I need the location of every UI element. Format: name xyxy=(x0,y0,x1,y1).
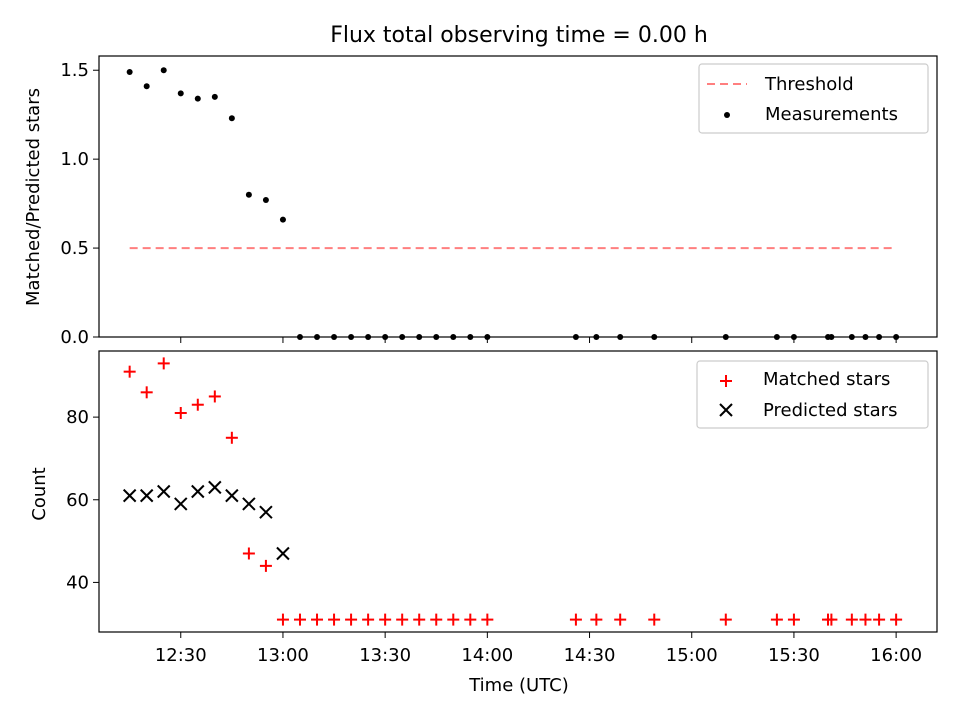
x-tick-label: 15:30 xyxy=(768,645,820,666)
matched-star-point xyxy=(569,613,582,626)
legend-predicted-swatch xyxy=(719,403,733,417)
measurement-point xyxy=(194,95,201,102)
matched-star-point xyxy=(157,357,170,370)
matched-star-point xyxy=(242,547,255,560)
matched-star-point xyxy=(208,390,221,403)
predicted-star-point xyxy=(191,484,205,499)
x-tick-label: 14:00 xyxy=(461,645,513,666)
chart-title: Flux total observing time = 0.00 h xyxy=(330,23,708,48)
top-panel: 0.0 0.5 1.0 1.5 Matched/Predicted stars Thr… xyxy=(23,55,938,348)
matched-star-point xyxy=(590,613,603,626)
matched-star-point xyxy=(225,431,238,444)
matched-star-point xyxy=(614,613,627,626)
matched-star-point xyxy=(311,613,324,626)
predicted-star-point xyxy=(208,480,222,495)
matched-star-point xyxy=(328,613,341,626)
x-tick-label: 12:30 xyxy=(155,645,207,666)
predicted-star-point xyxy=(157,484,171,499)
measurement-point xyxy=(279,216,286,223)
measurement-point xyxy=(177,90,184,97)
matched-star-point xyxy=(890,613,903,626)
bottom-panel: 40 60 80 12:30 13:00 13:30 14:00 14:30 15:00 15:3… xyxy=(29,350,938,696)
matched-star-point xyxy=(845,613,858,626)
legend-threshold-label: Threshold xyxy=(764,74,854,95)
top-axes-frame xyxy=(98,55,938,338)
measurement-point xyxy=(228,115,235,122)
matched-star-point xyxy=(276,613,289,626)
top-y-axis-label: Matched/Predicted stars xyxy=(23,88,44,306)
predicted-star-point xyxy=(122,488,137,503)
matched-star-point xyxy=(464,613,477,626)
matched-star-point xyxy=(413,613,426,626)
bottom-y-tick-label: 80 xyxy=(66,407,89,428)
x-tick-label: 13:30 xyxy=(359,645,411,666)
bottom-y-tick-label: 40 xyxy=(66,572,89,593)
measurement-point xyxy=(160,67,167,74)
predicted-star-point xyxy=(174,497,188,511)
matched-star-point xyxy=(396,613,409,626)
top-y-tick-label: 0.5 xyxy=(60,238,89,259)
matched-star-point xyxy=(174,406,187,419)
matched-star-point xyxy=(787,613,800,626)
top-y-tick-label: 1.5 xyxy=(60,60,89,81)
matched-star-point xyxy=(379,613,392,626)
x-tick-label: 14:30 xyxy=(564,645,616,666)
x-axis-label: Time (UTC) xyxy=(468,675,569,696)
bottom-y-tick-label: 60 xyxy=(66,490,89,511)
legend-measurements-swatch xyxy=(724,112,730,118)
predicted-star-point xyxy=(139,488,154,503)
legend-predicted-label: Predicted stars xyxy=(763,400,897,421)
matched-star-point xyxy=(770,613,783,626)
matched-star-point xyxy=(362,613,375,626)
legend-matched-swatch xyxy=(720,375,732,387)
legend-measurements-label: Measurements xyxy=(765,104,898,125)
matched-star-point xyxy=(859,613,872,626)
top-legend: Threshold Measurements xyxy=(698,63,929,134)
top-y-tick-label: 1.0 xyxy=(60,149,89,170)
matched-star-point xyxy=(873,613,886,626)
matched-star-point xyxy=(140,386,153,399)
matched-star-point xyxy=(430,613,443,626)
predicted-star-point xyxy=(242,497,256,511)
measurement-point xyxy=(211,93,218,100)
measurement-point xyxy=(262,197,269,204)
matched-star-point xyxy=(481,613,494,626)
x-tick-label: 13:00 xyxy=(257,645,309,666)
measurement-point xyxy=(245,191,252,198)
matched-star-point xyxy=(825,613,838,626)
legend-matched-label: Matched stars xyxy=(763,369,890,390)
measurement-point xyxy=(126,69,133,76)
measurement-point xyxy=(143,83,150,90)
matched-star-point xyxy=(648,613,661,626)
x-tick-label: 15:00 xyxy=(666,645,718,666)
predicted-star-point xyxy=(225,488,239,503)
matched-star-point xyxy=(259,559,272,572)
x-tick-label: 16:00 xyxy=(870,645,922,666)
predicted-star-point xyxy=(259,505,273,519)
predicted-star-point xyxy=(276,546,290,561)
bottom-y-axis-label: Count xyxy=(29,467,50,520)
bottom-legend: Matched stars Predicted stars xyxy=(696,360,929,429)
matched-star-point xyxy=(191,398,204,411)
matched-star-point xyxy=(345,613,358,626)
matched-star-point xyxy=(719,613,732,626)
matched-star-point xyxy=(447,613,460,626)
top-y-tick-label: 0.0 xyxy=(60,327,89,348)
bottom-axes-frame xyxy=(98,350,938,633)
matched-star-point xyxy=(123,365,136,378)
matched-star-point xyxy=(293,613,306,626)
